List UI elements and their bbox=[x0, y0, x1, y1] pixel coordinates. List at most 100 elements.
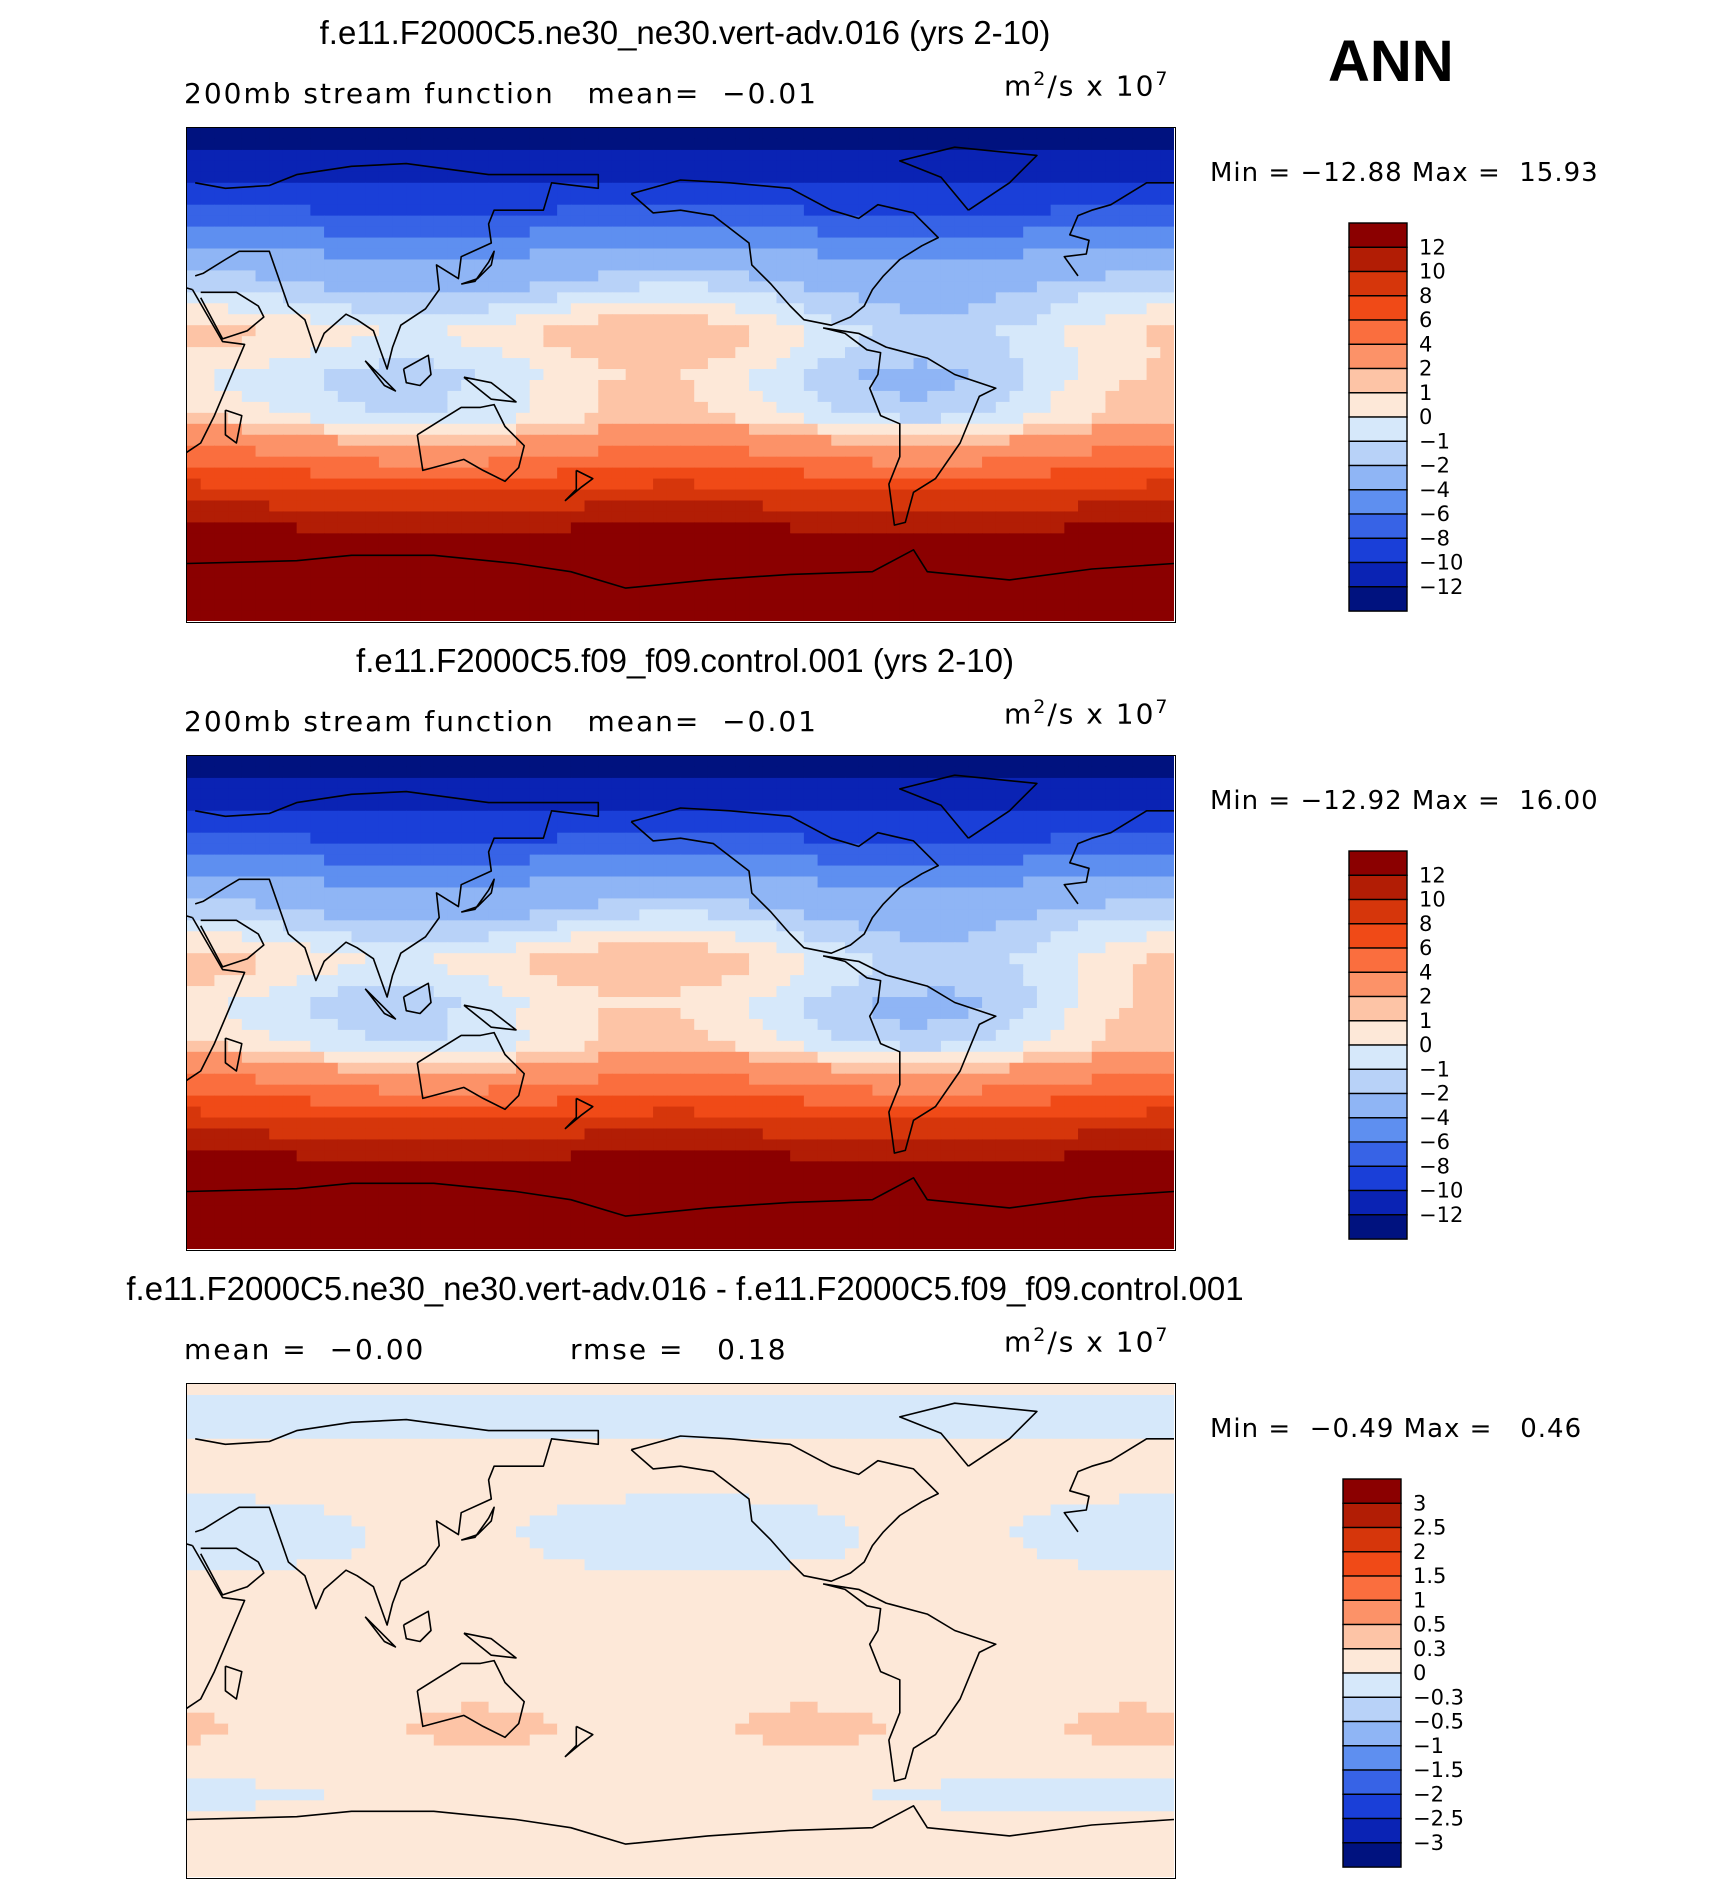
field-cell bbox=[694, 909, 709, 921]
field-cell bbox=[927, 478, 942, 491]
field-cell bbox=[858, 226, 874, 239]
field-cell bbox=[502, 379, 517, 392]
field-cell bbox=[749, 931, 764, 943]
field-cell bbox=[858, 149, 874, 162]
field-cell bbox=[296, 281, 311, 293]
field-cell bbox=[337, 182, 353, 195]
field-cell bbox=[543, 997, 558, 1009]
field-cell bbox=[447, 204, 462, 217]
field-cell bbox=[1036, 865, 1052, 878]
field-cell bbox=[968, 920, 983, 932]
field-cell bbox=[269, 588, 284, 600]
field-cell bbox=[707, 149, 723, 162]
field-cell bbox=[790, 909, 805, 921]
field-cell bbox=[488, 336, 503, 348]
field-cell bbox=[214, 756, 229, 768]
field-cell bbox=[337, 215, 353, 228]
field-cell bbox=[1036, 182, 1052, 195]
field-cell bbox=[214, 270, 229, 282]
field-cell bbox=[790, 478, 805, 491]
field-cell bbox=[474, 248, 490, 261]
field-cell bbox=[680, 953, 695, 965]
field-cell bbox=[269, 281, 284, 293]
field-cell bbox=[241, 975, 257, 987]
field-cell bbox=[803, 942, 819, 954]
field-cell bbox=[296, 544, 311, 556]
field-cell bbox=[1023, 777, 1038, 790]
field-cell bbox=[995, 314, 1011, 326]
field-cell bbox=[1023, 248, 1038, 261]
field-cell bbox=[639, 215, 654, 228]
field-cell bbox=[1009, 347, 1024, 359]
field-cell bbox=[529, 843, 545, 856]
field-cell bbox=[831, 193, 846, 206]
field-cell bbox=[584, 909, 599, 921]
field-cell bbox=[1132, 401, 1148, 414]
field-cell bbox=[474, 347, 490, 359]
colorbar-swatch bbox=[1348, 1214, 1408, 1240]
field-cell bbox=[845, 843, 860, 856]
field-cell bbox=[241, 347, 257, 359]
field-cell bbox=[351, 964, 366, 976]
field-cell bbox=[940, 237, 956, 250]
field-cell bbox=[406, 788, 421, 801]
field-cell bbox=[1023, 810, 1038, 823]
field-cell bbox=[680, 920, 695, 932]
field-cell bbox=[817, 270, 832, 282]
field-cell bbox=[872, 533, 887, 545]
field-cell bbox=[282, 489, 298, 502]
field-cell bbox=[858, 788, 874, 801]
field-cell bbox=[392, 467, 407, 480]
field-cell bbox=[228, 226, 243, 239]
field-cell bbox=[310, 610, 325, 621]
field-cell bbox=[1009, 788, 1024, 801]
field-cell bbox=[666, 788, 682, 801]
field-cell bbox=[557, 182, 572, 195]
panel1-contour-plot bbox=[187, 128, 1174, 621]
field-cell bbox=[502, 843, 517, 856]
field-cell bbox=[310, 854, 325, 867]
colorbar-swatch bbox=[1348, 295, 1408, 321]
field-cell bbox=[1105, 204, 1120, 217]
field-cell bbox=[762, 171, 778, 184]
field-cell bbox=[1146, 204, 1161, 217]
field-cell bbox=[1064, 325, 1079, 337]
field-cell bbox=[707, 489, 723, 502]
field-cell bbox=[1105, 533, 1120, 545]
field-cell bbox=[776, 401, 791, 414]
field-cell bbox=[570, 325, 586, 337]
colorbar-tick-label: −12 bbox=[1419, 1203, 1463, 1227]
field-cell bbox=[886, 149, 901, 162]
field-cell bbox=[762, 610, 778, 621]
colorbar-swatch bbox=[1348, 1044, 1408, 1070]
field-cell bbox=[954, 456, 969, 469]
field-cell bbox=[749, 821, 764, 834]
colorbar-swatch bbox=[1348, 1117, 1408, 1143]
field-cell bbox=[1160, 336, 1174, 348]
field-cell bbox=[927, 270, 942, 282]
field-cell bbox=[337, 314, 353, 326]
field-cell bbox=[543, 336, 558, 348]
field-cell bbox=[858, 953, 874, 965]
field-cell bbox=[187, 577, 202, 589]
field-cell bbox=[187, 467, 202, 480]
field-cell bbox=[845, 920, 860, 932]
field-cell bbox=[502, 876, 517, 889]
field-cell bbox=[927, 810, 942, 823]
field-cell bbox=[1119, 799, 1134, 812]
field-cell bbox=[557, 511, 572, 523]
field-cell bbox=[557, 303, 572, 315]
field-cell bbox=[1050, 171, 1065, 184]
field-cell bbox=[296, 160, 311, 173]
field-cell bbox=[529, 467, 545, 480]
field-cell bbox=[680, 478, 695, 491]
field-cell bbox=[1105, 821, 1120, 834]
field-cell bbox=[365, 843, 380, 856]
field-cell bbox=[625, 909, 640, 921]
field-cell bbox=[1050, 953, 1065, 965]
field-cell bbox=[735, 478, 750, 491]
field-cell bbox=[940, 325, 956, 337]
field-cell bbox=[680, 865, 695, 878]
field-cell bbox=[1050, 599, 1065, 611]
field-cell bbox=[1036, 478, 1052, 491]
